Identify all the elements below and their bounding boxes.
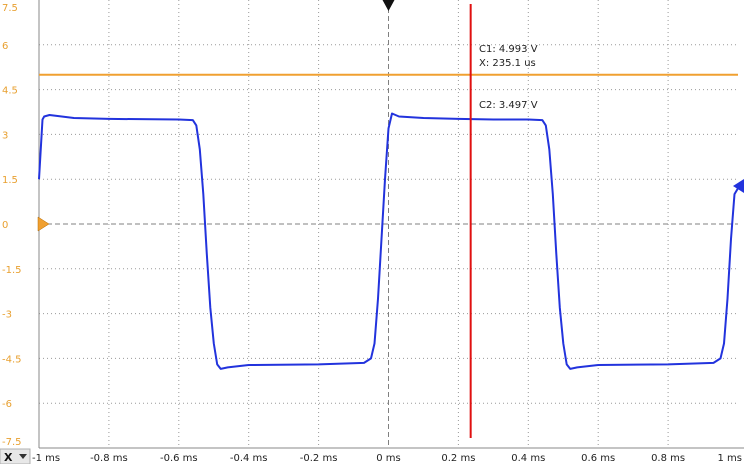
y-tick-label: 3 [2,130,8,141]
y-tick-label: 1.5 [2,175,18,186]
x-tick-label: 0.4 ms [511,453,545,464]
y-tick-label: -4.5 [2,354,22,365]
x-tick-label: 0.8 ms [651,453,685,464]
cursor-c2-readout: C2: 3.497 V [479,100,538,111]
y-tick-label: -3 [2,310,12,321]
y-tick-label: 7.5 [2,3,18,14]
grid [39,0,738,448]
x-tick-label: -1 ms [32,453,60,464]
series-line-ch2 [38,112,739,370]
x-tick-label: -0.8 ms [90,453,128,464]
x-tick-label: 0.2 ms [441,453,475,464]
y-axis-labels: 7.5 6 4.5 3 1.5 0 -1.5 -3 -4.5 -6 -7.5 [2,3,22,448]
trigger-position-icon[interactable] [382,0,395,11]
y-tick-label: 0 [2,220,8,231]
corner-x-button[interactable]: X [0,448,31,464]
x-tick-label: 1 ms [718,453,743,464]
markers[interactable] [37,0,744,232]
y-tick-label: 4.5 [2,86,18,97]
y-tick-label: -1.5 [2,265,22,276]
x-tick-label: 0 ms [376,453,401,464]
cursor-x-readout: X: 235.1 us [479,58,536,69]
y-tick-label: -7.5 [2,437,22,448]
x-tick-label: -0.2 ms [300,453,338,464]
y-tick-label: -6 [2,399,12,410]
x-axis-labels: -1 ms -0.8 ms -0.6 ms -0.4 ms -0.2 ms 0 ms 0.2… [32,453,742,464]
cursor-c1-readout: C1: 4.993 V [479,44,538,55]
waveforms [38,73,739,370]
dropdown-arrow-icon [19,454,27,459]
x-tick-label: -0.4 ms [230,453,268,464]
corner-x-label: X [4,451,13,464]
ch2-offset-marker-icon[interactable] [733,179,744,193]
y-tick-label: 6 [2,41,8,52]
ch1-offset-marker-icon[interactable] [37,216,50,232]
x-tick-label: 0.6 ms [581,453,615,464]
x-tick-label: -0.6 ms [160,453,198,464]
